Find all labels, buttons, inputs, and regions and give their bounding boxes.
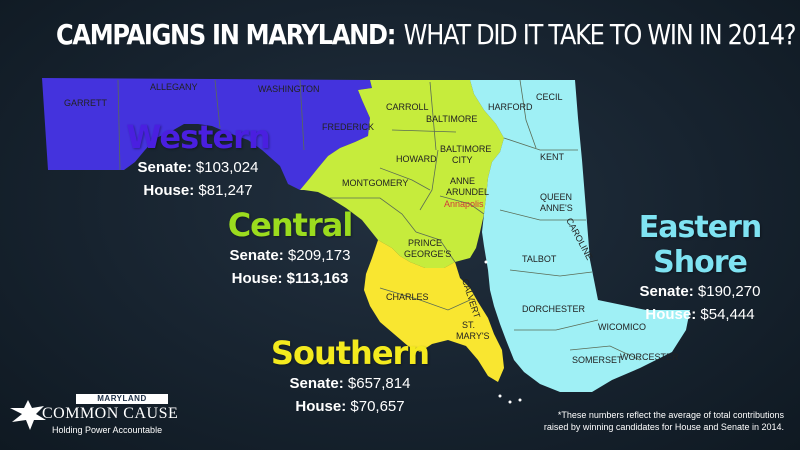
- eastern-region-shape: [470, 80, 690, 392]
- central-house: House: $113,163: [210, 267, 370, 290]
- southern-house: House: $70,657: [270, 395, 430, 418]
- western-senate-value: $103,024: [195, 159, 259, 176]
- county-carroll: CARROLL: [386, 102, 429, 112]
- county-anne-1: ANNE: [450, 176, 475, 186]
- county-talbot: TALBOT: [522, 254, 557, 264]
- eastern-house-value: $54,444: [700, 306, 755, 323]
- southern-house-label: House:: [295, 398, 347, 415]
- logo-tagline: Holding Power Accountable: [52, 425, 163, 435]
- central-house-value: $113,163: [286, 270, 349, 287]
- city-annapolis: Annapolis: [444, 199, 484, 209]
- central-region-shape: [300, 80, 504, 268]
- footnote: *These numbers reflect the average of to…: [484, 409, 784, 433]
- eastern-house-label: House:: [645, 306, 697, 323]
- county-somerset: SOMERSET: [572, 355, 623, 365]
- western-house-value: $81,247: [198, 182, 253, 199]
- county-worcester: WORCESTER: [620, 352, 679, 362]
- western-house: House: $81,247: [118, 179, 278, 202]
- county-anne-2: ARUNDEL: [446, 187, 489, 197]
- central-senate: Senate: $209,173: [210, 244, 370, 267]
- eastern-senate-label: Senate:: [639, 283, 694, 300]
- western-senate: Senate: $103,024: [118, 156, 278, 179]
- county-wicomico: WICOMICO: [598, 322, 646, 332]
- region-southern-name: Southern: [270, 334, 430, 372]
- central-senate-label: Senate:: [229, 247, 284, 264]
- bay-dots: [484, 260, 522, 404]
- eastern-senate-value: $190,270: [697, 283, 761, 300]
- page-title: CAMPAIGNS IN MARYLAND: WHAT DID IT TAKE T…: [56, 18, 797, 51]
- county-prince-2: GEORGE'S: [404, 249, 451, 259]
- southern-region-shape: [364, 240, 504, 382]
- footnote-line-1: *These numbers reflect the average of to…: [557, 410, 784, 420]
- title-rest: WHAT DID IT TAKE TO WIN IN 2014?: [403, 18, 797, 51]
- logo-name: COMMON CAUSE: [42, 405, 179, 422]
- county-montgomery: MONTGOMERY: [342, 178, 408, 188]
- county-stmarys-1: ST.: [462, 320, 475, 330]
- region-central-name: Central: [227, 206, 354, 244]
- county-allegany: ALLEGANY: [150, 82, 198, 92]
- southern-senate-label: Senate:: [289, 375, 344, 392]
- county-baltimore: BALTIMORE: [426, 114, 477, 124]
- eastern-house: House: $54,444: [600, 303, 800, 326]
- county-harford: HARFORD: [488, 102, 533, 112]
- region-western-name: Western: [126, 118, 270, 156]
- footnote-line-2: raised by winning candidates for House a…: [543, 422, 784, 432]
- county-washington: WASHINGTON: [258, 84, 320, 94]
- county-lines: [117, 79, 641, 361]
- county-howard: HOWARD: [396, 154, 437, 164]
- county-baltimore-city-2: CITY: [452, 155, 473, 165]
- western-house-label: House:: [143, 182, 195, 199]
- central-senate-value: $209,173: [287, 247, 351, 264]
- county-dorchester: DORCHESTER: [522, 304, 586, 314]
- county-baltimore-city-1: BALTIMORE: [440, 144, 491, 154]
- county-charles: CHARLES: [386, 292, 429, 302]
- region-eastern-name: Eastern Shore: [638, 210, 762, 280]
- county-queen-2: ANNE'S: [540, 203, 573, 213]
- region-eastern: Eastern Shore Senate: $190,270 House: $5…: [600, 210, 800, 326]
- county-prince-1: PRINCE: [408, 238, 442, 248]
- title-bold: CAMPAIGNS IN MARYLAND:: [56, 18, 396, 51]
- county-garrett: GARRETT: [64, 98, 108, 108]
- region-southern: Southern Senate: $657,814 House: $70,657: [270, 334, 430, 418]
- southern-senate: Senate: $657,814: [270, 372, 430, 395]
- eagle-icon: [10, 400, 46, 430]
- county-frederick: FREDERICK: [322, 122, 374, 132]
- county-stmarys-2: MARY'S: [456, 331, 490, 341]
- western-senate-label: Senate:: [137, 159, 192, 176]
- region-western: Western Senate: $103,024 House: $81,247: [118, 118, 278, 202]
- county-queen-1: QUEEN: [540, 192, 572, 202]
- southern-senate-value: $657,814: [347, 375, 411, 392]
- central-house-label: House:: [231, 270, 283, 287]
- common-cause-logo: MARYLAND COMMON CAUSE Holding Power Acco…: [8, 394, 188, 442]
- region-central: Central Senate: $209,173 House: $113,163: [210, 206, 370, 290]
- western-region-shape: [42, 78, 372, 190]
- county-kent: KENT: [540, 152, 565, 162]
- eastern-senate: Senate: $190,270: [600, 280, 800, 303]
- county-cecil: CECIL: [536, 92, 563, 102]
- southern-house-value: $70,657: [350, 398, 405, 415]
- logo-state: MARYLAND: [76, 394, 168, 404]
